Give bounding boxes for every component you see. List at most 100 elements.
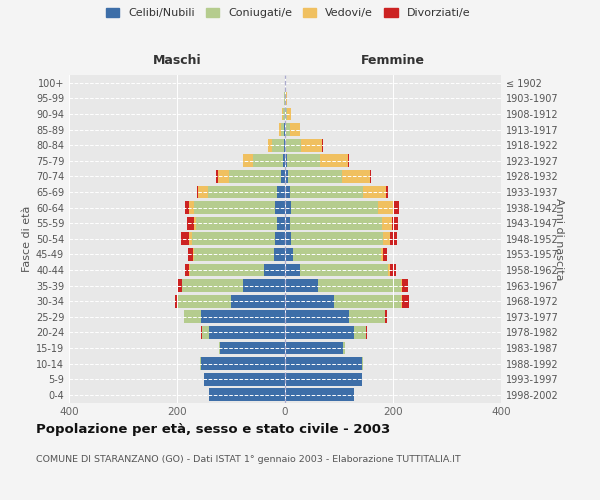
Bar [184,310,202,323]
Bar [175,294,178,308]
Bar [286,123,290,136]
Bar [285,201,292,214]
Bar [268,139,272,151]
Bar [218,170,229,183]
Bar [285,326,354,338]
Bar [342,170,370,183]
Bar [334,294,401,308]
Bar [288,170,342,183]
Bar [187,217,194,230]
Bar [300,264,388,276]
Bar [198,186,208,198]
Bar [401,279,408,292]
Bar [196,217,277,230]
Bar [272,139,284,151]
Bar [402,294,409,308]
Bar [390,232,397,245]
Bar [383,232,390,245]
Bar [275,201,285,214]
Bar [285,310,349,323]
Bar [285,170,288,183]
Bar [354,326,366,338]
Bar [378,201,393,214]
Bar [204,372,285,386]
Bar [285,217,290,230]
Bar [219,342,220,354]
Bar [277,186,285,198]
Bar [362,357,363,370]
Bar [290,123,299,136]
Bar [185,264,190,276]
Bar [285,264,300,276]
Bar [285,342,343,354]
Bar [194,217,196,230]
Text: Femmine: Femmine [361,54,425,68]
Bar [292,232,383,245]
Bar [388,264,390,276]
Y-axis label: Fasce di età: Fasce di età [22,206,32,272]
Bar [285,232,292,245]
Bar [347,154,349,167]
Bar [185,201,189,214]
Bar [292,201,378,214]
Legend: Celibi/Nubili, Coniugati/e, Vedovi/e, Divorziati/e: Celibi/Nubili, Coniugati/e, Vedovi/e, Di… [101,3,475,22]
Bar [386,186,388,198]
Bar [193,248,194,260]
Bar [401,294,402,308]
Bar [285,294,334,308]
Bar [287,108,292,120]
Bar [285,139,286,151]
Bar [285,372,362,386]
Bar [392,217,398,230]
Bar [178,294,231,308]
Bar [285,108,287,120]
Bar [188,248,193,260]
Bar [287,154,320,167]
Bar [290,186,363,198]
Bar [202,310,285,323]
Bar [274,248,285,260]
Bar [197,186,198,198]
Bar [182,279,243,292]
Bar [286,92,287,105]
Bar [343,342,346,354]
Bar [293,248,380,260]
Bar [319,279,401,292]
Bar [202,326,209,338]
Bar [383,248,387,260]
Bar [283,154,285,167]
Bar [380,248,383,260]
Bar [231,294,285,308]
Bar [349,310,385,323]
Bar [177,279,182,292]
Bar [202,357,285,370]
Bar [265,264,285,276]
Bar [285,154,287,167]
Bar [364,186,386,198]
Bar [390,264,396,276]
Bar [285,388,354,401]
Bar [209,388,285,401]
Bar [278,123,281,136]
Bar [285,186,290,198]
Bar [382,217,392,230]
Bar [366,326,367,338]
Bar [285,248,293,260]
Bar [253,154,283,167]
Text: Maschi: Maschi [152,54,202,68]
Bar [301,139,322,151]
Text: Popolazione per età, sesso e stato civile - 2003: Popolazione per età, sesso e stato civil… [36,422,390,436]
Bar [393,201,400,214]
Bar [220,342,285,354]
Bar [290,217,382,230]
Bar [181,232,190,245]
Bar [385,310,386,323]
Bar [229,170,281,183]
Bar [281,123,284,136]
Bar [370,170,371,183]
Bar [275,232,285,245]
Bar [217,170,218,183]
Bar [320,154,347,167]
Bar [243,279,285,292]
Bar [284,139,285,151]
